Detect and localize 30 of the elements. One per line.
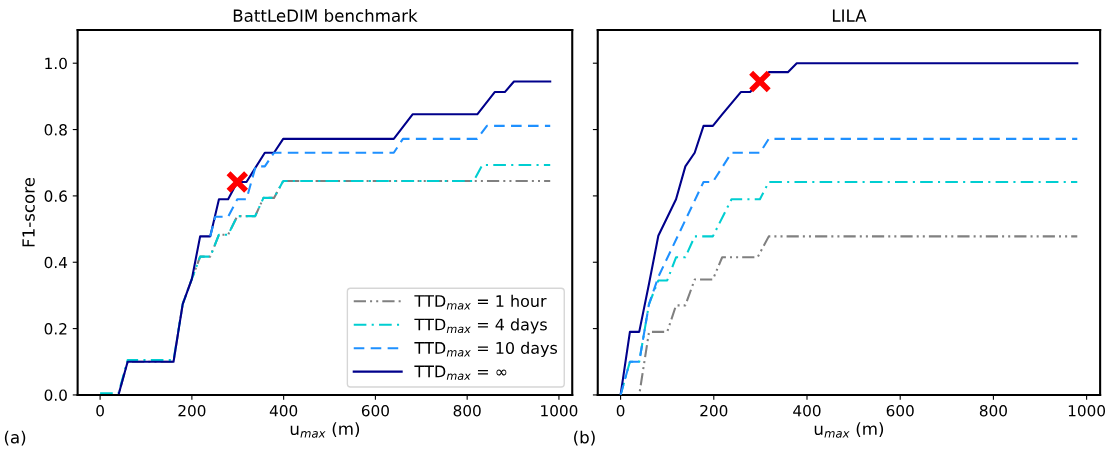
x-axis-title: u$_{max}$ (m): [290, 422, 360, 438]
x-tick-label: 0: [616, 404, 625, 417]
legend-label: TTD$_{max}$ = 1 hour: [414, 294, 547, 310]
y-tick-label: 0.4: [44, 256, 68, 269]
y-tick-label: 0.0: [44, 389, 67, 401]
y-tick-label: 0.2: [44, 323, 67, 335]
x-tick-label: 200: [178, 404, 206, 417]
x-tick-label: 1000: [541, 404, 578, 417]
x-tick-label: 800: [453, 404, 481, 417]
y-tick-label: 1.0: [45, 57, 67, 70]
x-tick-label: 200: [700, 404, 728, 417]
x-tick-label: 600: [886, 404, 914, 417]
legend-label: TTD$_{max}$ = ∞: [414, 365, 507, 381]
x-tick-label: 1000: [1068, 404, 1106, 417]
legend-label: TTD$_{max}$ = 4 days: [414, 318, 547, 334]
text: (a): [4, 430, 26, 446]
y-tick-label: 0.8: [44, 124, 67, 136]
chart-title: LILA: [832, 9, 867, 22]
text: (b): [574, 430, 595, 446]
y-tick-label: 0.6: [44, 190, 67, 202]
x-tick-label: 800: [979, 404, 1007, 417]
x-axis-title: u$_{max}$ (m): [814, 422, 884, 438]
x-tick-label: 600: [361, 404, 389, 417]
x-tick-label: 0: [96, 404, 104, 417]
legend-label: TTD$_{max}$ = 10 days: [414, 341, 558, 358]
line-series: [209, 124, 552, 238]
x-tick-label: 400: [793, 404, 821, 417]
chart-title: BattLeDIM benchmark: [233, 9, 418, 22]
y-axis-title: F1-score: [22, 177, 35, 247]
x-tick-label: 400: [269, 404, 298, 417]
